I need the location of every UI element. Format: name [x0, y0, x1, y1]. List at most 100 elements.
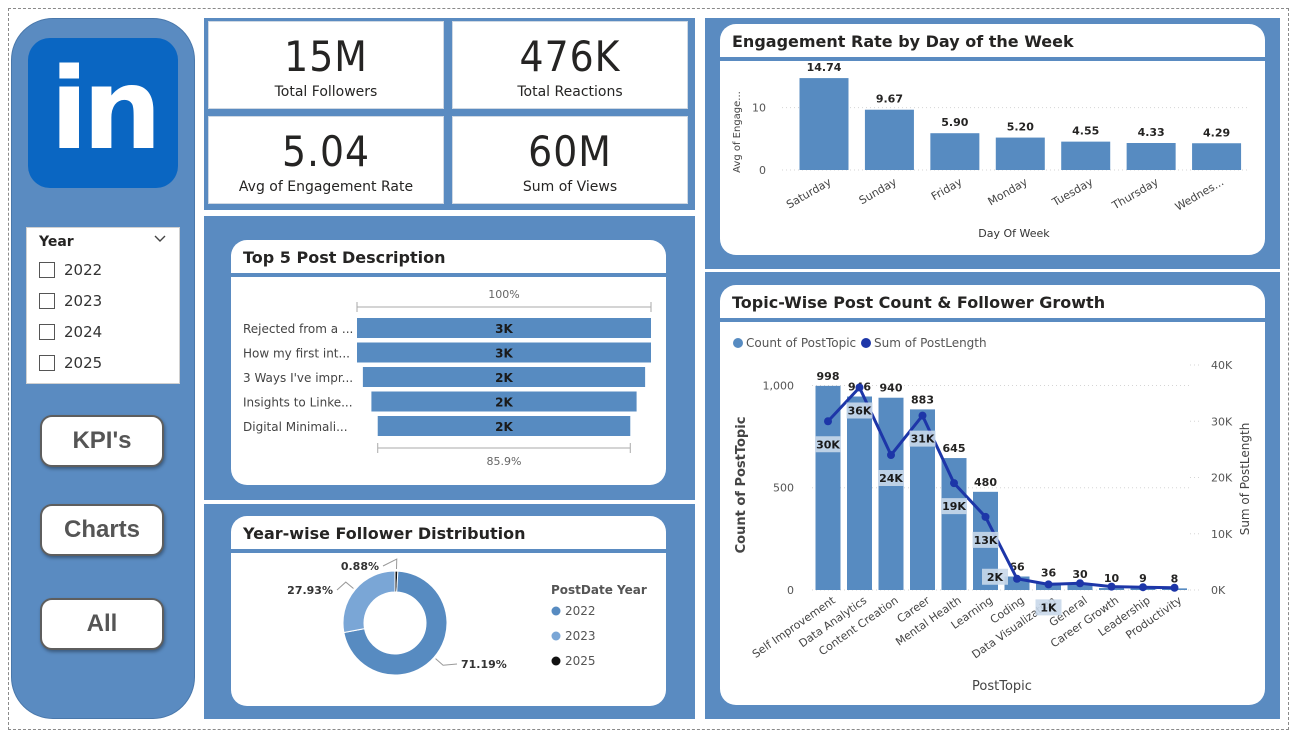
donut-data-label: 27.93% — [287, 584, 333, 597]
line-point — [918, 411, 927, 420]
checkbox[interactable] — [39, 355, 55, 371]
line-point — [1170, 583, 1179, 592]
donut-leader-line — [336, 581, 354, 591]
bar-data-label: 940 — [880, 382, 903, 395]
y-tick-label: 0 — [759, 164, 766, 177]
x-tick-label: Friday — [929, 175, 965, 203]
bar-data-label: 10 — [1104, 572, 1120, 585]
card-divider — [231, 273, 666, 277]
donut-data-label: 0.88% — [341, 560, 379, 573]
line-label-bg — [941, 498, 967, 515]
y2-tick-label: 20K — [1211, 472, 1233, 485]
donut-card: Year-wise Follower Distribution 0.88% 71.… — [231, 516, 666, 706]
bar-data-label: 8 — [1171, 572, 1179, 585]
x-axis-label: PostTopic — [972, 679, 1032, 694]
line-data-label: 36K — [848, 405, 872, 418]
line-data-label: 31K — [911, 433, 935, 446]
checkbox[interactable] — [39, 324, 55, 340]
line-point — [855, 383, 864, 392]
line-label-bg — [1035, 599, 1062, 616]
donut-chart: 0.88% 71.19% 27.93% PostDate Year 2022 2023 20… — [287, 558, 647, 676]
funnel-top-label: 100% — [488, 288, 519, 301]
kpi-sum-of-views: 60M Sum of Views — [452, 116, 688, 204]
kpi-label: Avg of Engagement Rate — [238, 179, 414, 195]
x-tick-label: Tuesday — [1049, 175, 1096, 209]
kpi-value: 15M — [284, 32, 368, 81]
bar — [864, 109, 914, 170]
dashboard-frame — [8, 8, 1289, 730]
bar — [815, 385, 841, 590]
line-data-label: 2K — [987, 571, 1004, 584]
funnel-title: Top 5 Post Description — [243, 248, 446, 267]
topic-card: Topic-Wise Post Count & Follower Growth … — [720, 285, 1265, 705]
legend-marker — [551, 656, 561, 666]
line-label-bg — [878, 470, 904, 486]
legend-marker — [861, 338, 871, 348]
bar-data-label: 645 — [943, 442, 966, 455]
y-axis-label: Count of PostTopic — [734, 417, 749, 554]
donut-slice — [343, 570, 448, 676]
checkbox[interactable] — [39, 262, 55, 278]
line-point — [1076, 579, 1084, 588]
y-tick-label: 500 — [773, 482, 794, 495]
x-tick-label: Sunday — [857, 175, 900, 207]
kpis-button[interactable]: KPI's — [40, 415, 164, 467]
donut-legend-title: PostDate Year — [551, 583, 647, 597]
bar-data-label: 4.29 — [1203, 126, 1230, 139]
bar-data-label: 9 — [1139, 572, 1147, 585]
kpi-total-reactions: 476K Total Reactions — [452, 21, 688, 109]
funnel-category-label: How my first int... — [243, 347, 350, 361]
bar — [1192, 143, 1242, 170]
all-button[interactable]: All — [40, 598, 164, 650]
funnel-bottom-label: 85.9% — [487, 455, 522, 468]
x-tick-label: Saturday — [784, 175, 834, 211]
bar — [1126, 143, 1176, 170]
line-point — [1107, 582, 1116, 591]
y-tick-label: 0 — [787, 584, 794, 597]
funnel-bar — [377, 416, 631, 436]
bar-data-label: 9.67 — [876, 93, 903, 106]
slicer-item-2024[interactable]: 2024 — [39, 320, 102, 344]
x-axis-label: Day Of Week — [978, 227, 1050, 240]
donut-leader-line — [382, 558, 398, 570]
bar — [847, 396, 872, 590]
year-slicer-title: Year — [39, 234, 74, 250]
chevron-down-icon[interactable] — [153, 232, 167, 246]
donut-legend-item: 2022 — [565, 604, 596, 618]
charts-button[interactable]: Charts — [40, 504, 164, 556]
funnel-data-label: 3K — [495, 322, 513, 336]
slicer-item-2022[interactable]: 2022 — [39, 258, 102, 282]
funnel-data-label: 2K — [495, 420, 513, 434]
slicer-item-label: 2023 — [64, 292, 103, 310]
bar-data-label: 4.55 — [1072, 125, 1099, 138]
checkbox[interactable] — [39, 293, 55, 309]
line-point — [1044, 580, 1053, 589]
slicer-item-2025[interactable]: 2025 — [39, 351, 102, 375]
line-label-bg — [982, 568, 1008, 585]
bar-data-label: 883 — [911, 393, 934, 406]
series-line — [826, 384, 1175, 590]
slicer-item-label: 2022 — [64, 261, 103, 279]
donut-legend-item: 2023 — [565, 629, 596, 643]
funnel-category-label: Rejected from a ... — [243, 322, 353, 336]
year-slicer[interactable]: Year 2022 2023 2024 2025 — [26, 227, 180, 384]
kpi-label: Total Followers — [274, 84, 378, 100]
topic-title: Topic-Wise Post Count & Follower Growth — [732, 293, 1106, 312]
line-point — [887, 451, 895, 459]
x-tick-label: Wednes... — [1173, 175, 1226, 213]
bar — [941, 458, 967, 590]
funnel-category-label: Digital Minimali... — [243, 420, 348, 434]
line-label-bg — [815, 436, 841, 453]
y2-tick-label: 40K — [1211, 359, 1233, 372]
funnel-category-label: 3 Ways I've impr... — [243, 371, 353, 385]
funnel-category-label: Insights to Linke... — [243, 396, 353, 410]
kpi-total-followers: 15M Total Followers — [208, 21, 444, 109]
slicer-item-2023[interactable]: 2023 — [39, 289, 102, 313]
line-data-label: 19K — [942, 500, 966, 513]
legend-marker — [551, 631, 561, 641]
slicer-item-label: 2025 — [64, 354, 103, 372]
line-label-bg — [909, 430, 936, 447]
bar-data-label: 30 — [1072, 568, 1088, 581]
donut-slice — [342, 570, 396, 634]
line-label-bg — [972, 531, 999, 548]
